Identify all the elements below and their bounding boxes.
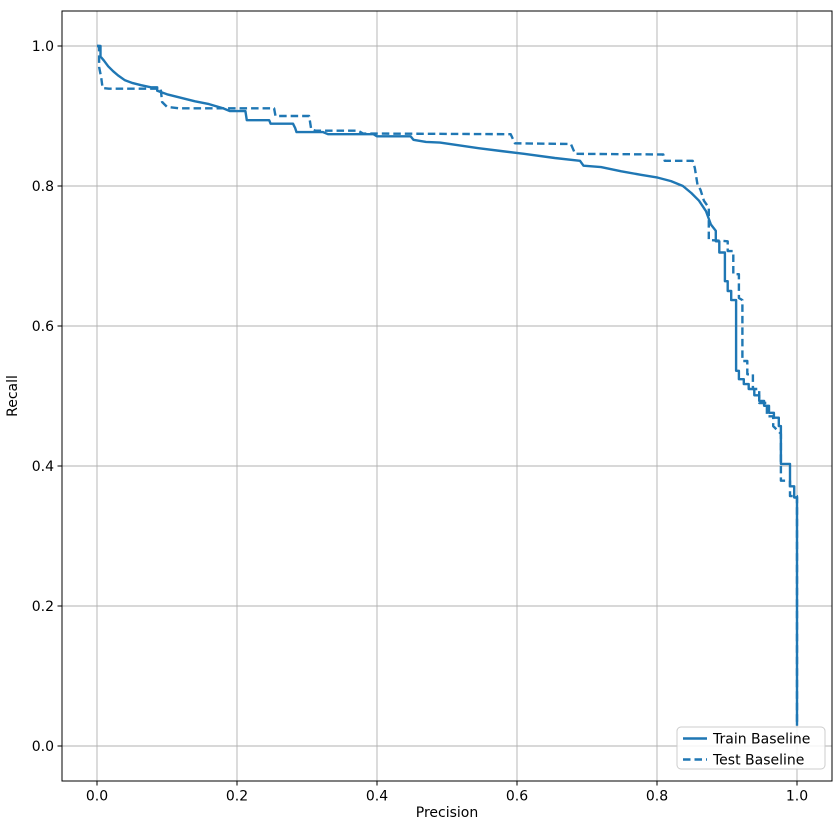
legend-box	[676, 726, 826, 770]
legend-label-train-baseline: Train Baseline	[712, 731, 810, 747]
test-baseline-curve	[97, 44, 799, 726]
y-axis-label: Recall	[5, 375, 21, 417]
ticks	[57, 45, 798, 786]
x-axis-label: Precision	[416, 805, 478, 821]
y-tick-label: 0.0	[32, 739, 54, 755]
axes-frame	[61, 10, 833, 782]
x-tick-label: 0.2	[226, 789, 248, 805]
x-tick-label: 0.6	[506, 789, 528, 805]
x-tick-label: 1.0	[786, 789, 808, 805]
x-tick-label: 0.8	[646, 789, 668, 805]
x-tick-label: 0.4	[366, 789, 388, 805]
y-tick-label: 0.4	[32, 459, 54, 475]
y-tick-label: 0.6	[32, 319, 54, 335]
legend: Train Baseline Test Baseline	[676, 726, 826, 770]
y-tick-label: 0.2	[32, 599, 54, 615]
legend-label-test-baseline: Test Baseline	[712, 752, 804, 768]
y-tick-label: 1.0	[32, 39, 54, 55]
y-tick-label: 0.8	[32, 179, 54, 195]
grid	[62, 11, 832, 781]
x-tick-label: 0.0	[86, 789, 108, 805]
